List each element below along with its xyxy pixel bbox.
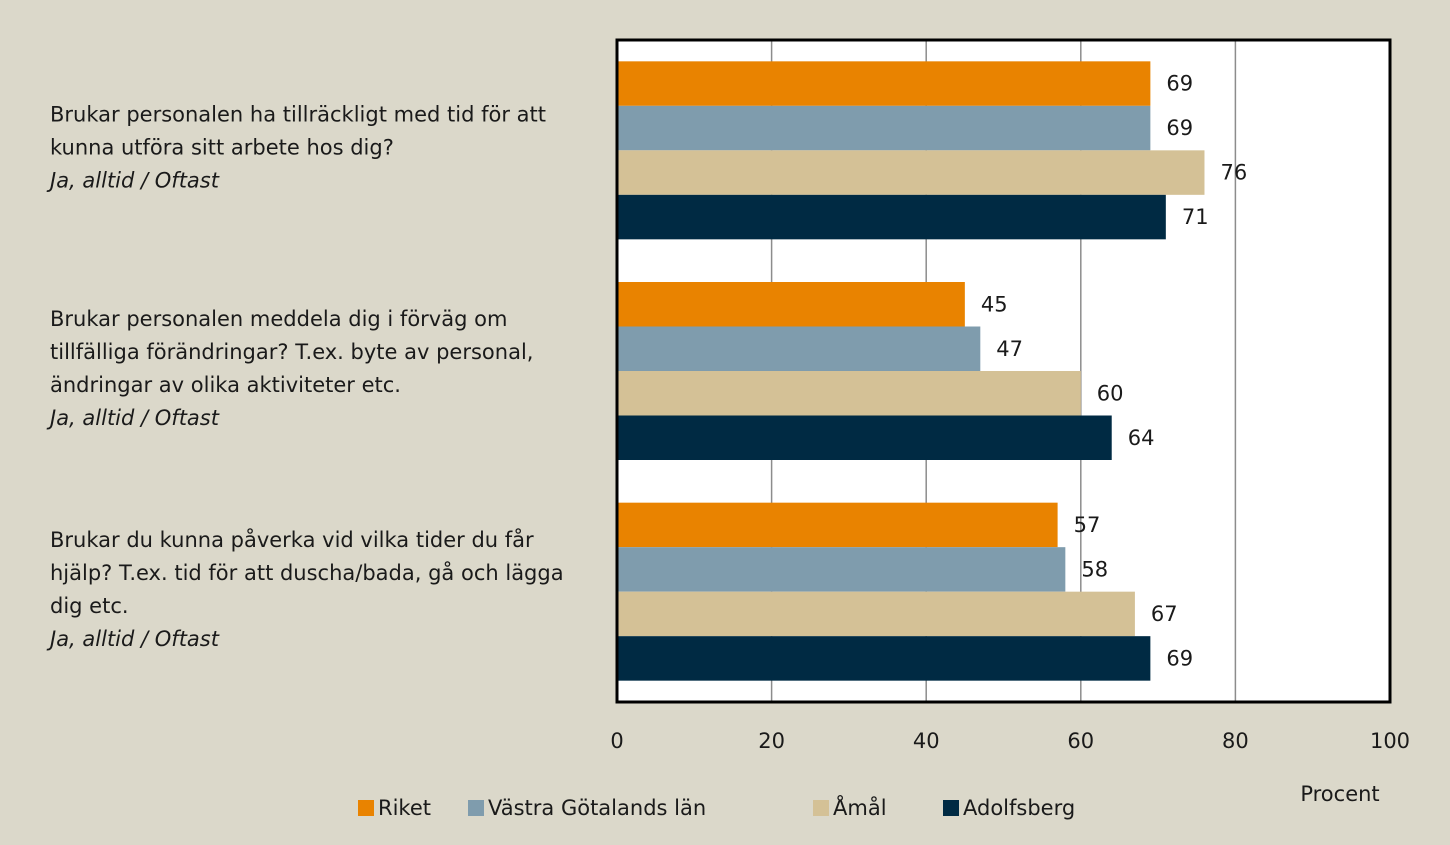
bar xyxy=(617,150,1205,195)
x-axis-label: Procent xyxy=(1300,782,1379,806)
category-question: Brukar personalen meddela dig i förväg o… xyxy=(50,307,534,397)
data-label: 57 xyxy=(1074,513,1101,537)
category-label: Brukar personalen ha tillräckligt med ti… xyxy=(50,99,595,198)
data-label: 71 xyxy=(1182,205,1209,229)
legend-swatch xyxy=(943,800,959,816)
bar xyxy=(617,105,1151,151)
legend-swatch xyxy=(468,800,484,816)
bar xyxy=(617,194,1166,240)
category-label: Brukar du kunna påverka vid vilka tider … xyxy=(50,524,595,656)
data-label: 60 xyxy=(1097,381,1124,405)
x-tick-label: 40 xyxy=(913,729,940,753)
legend-label: Västra Götalands län xyxy=(488,796,706,820)
legend-swatch xyxy=(813,800,829,816)
legend-label: Åmål xyxy=(833,794,887,820)
bar xyxy=(617,415,1112,460)
category-question: Brukar personalen ha tillräckligt med ti… xyxy=(50,102,546,160)
data-label: 47 xyxy=(996,337,1023,361)
bar xyxy=(617,591,1135,637)
data-label: 45 xyxy=(981,292,1008,316)
x-tick-label: 100 xyxy=(1370,729,1410,753)
data-label: 69 xyxy=(1166,646,1193,670)
plot-border xyxy=(615,38,1392,704)
bar xyxy=(617,61,1151,106)
bar xyxy=(617,371,1081,416)
bar xyxy=(617,636,1151,681)
x-tick-label: 0 xyxy=(610,729,623,753)
data-label: 58 xyxy=(1081,557,1108,581)
legend-swatch xyxy=(358,800,374,816)
bar xyxy=(617,282,965,327)
category-label: Brukar personalen meddela dig i förväg o… xyxy=(50,303,595,435)
legend-label: Riket xyxy=(378,796,431,820)
data-label: 67 xyxy=(1151,602,1178,626)
legend-label: Adolfsberg xyxy=(963,796,1075,820)
bar xyxy=(617,547,1066,592)
category-note: Ja, alltid / Oftast xyxy=(50,168,219,193)
data-label: 69 xyxy=(1166,72,1193,96)
data-label: 69 xyxy=(1166,116,1193,140)
category-note: Ja, alltid / Oftast xyxy=(50,626,219,651)
category-question: Brukar du kunna påverka vid vilka tider … xyxy=(50,527,564,618)
data-label: 76 xyxy=(1220,161,1247,185)
x-tick-label: 60 xyxy=(1067,729,1094,753)
x-tick-label: 80 xyxy=(1222,729,1249,753)
data-label: 64 xyxy=(1128,426,1155,450)
category-note: Ja, alltid / Oftast xyxy=(50,406,219,430)
bar xyxy=(617,326,981,371)
bar xyxy=(617,502,1058,548)
x-tick-label: 20 xyxy=(758,729,785,753)
